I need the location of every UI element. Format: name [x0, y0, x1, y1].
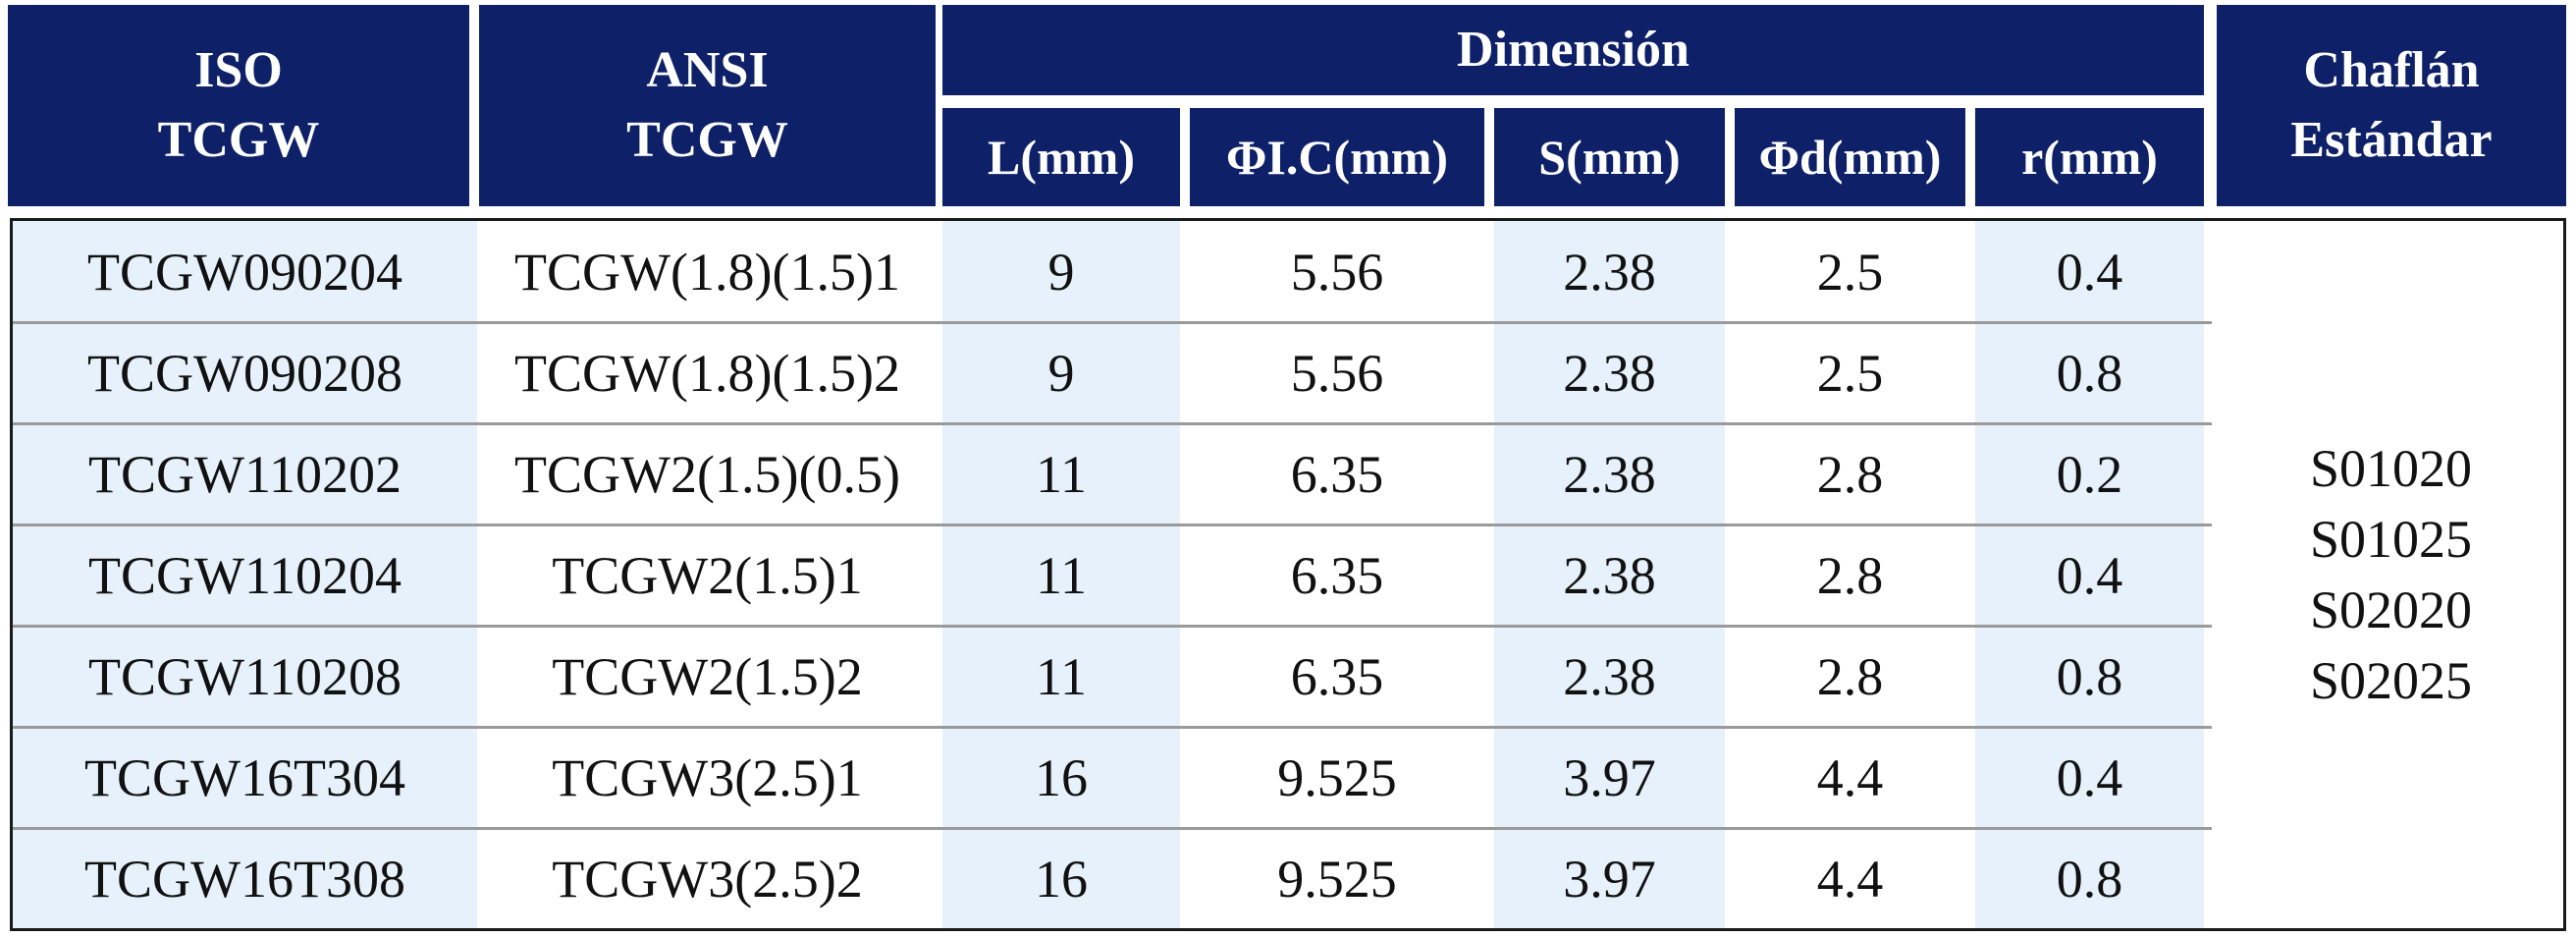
header-chamfer-line1: Chaflán [2303, 42, 2480, 99]
header-chamfer: Chaflán Estándar [2217, 5, 2566, 206]
header-sub-l-label: L(mm) [988, 130, 1135, 185]
cell-s: 2.38 [1563, 242, 1656, 302]
row-separator [13, 524, 2212, 526]
cell-s: 3.97 [1563, 747, 1656, 807]
row-separator [13, 827, 2212, 830]
cell-r: 0.4 [2056, 242, 2123, 302]
cell-ansi: TCGW(1.8)(1.5)2 [514, 343, 900, 403]
row-separator [13, 625, 2212, 628]
shade-col-r [1975, 221, 2204, 928]
header-ansi: ANSI TCGW [479, 5, 936, 206]
row-separator [13, 726, 2212, 729]
header-sub-s-label: S(mm) [1538, 130, 1681, 185]
cell-d: 2.8 [1816, 545, 1884, 605]
header-ansi-line1: ANSI [646, 42, 769, 99]
cell-d: 2.5 [1816, 343, 1884, 403]
cell-d: 2.5 [1816, 242, 1884, 302]
header-sub-r: r(mm) [1975, 108, 2204, 206]
cell-ansi: TCGW2(1.5)(0.5) [514, 444, 900, 504]
header-chamfer-line2: Estándar [2290, 111, 2493, 168]
header-sub-ic-label: ΦI.C(mm) [1225, 130, 1449, 185]
cell-iso: TCGW16T308 [84, 849, 405, 909]
header-iso-line1: ISO [194, 42, 283, 99]
chamfer-value: S01025 [2309, 510, 2473, 569]
cell-ic: 5.56 [1290, 343, 1384, 403]
cell-s: 2.38 [1563, 444, 1656, 504]
cell-iso: TCGW090204 [87, 242, 402, 302]
cell-d: 2.8 [1816, 444, 1884, 504]
header-dimension-label: Dimensión [1457, 21, 1690, 78]
cell-r: 0.8 [2056, 343, 2123, 403]
cell-d: 4.4 [1816, 747, 1884, 807]
cell-l: 11 [1036, 444, 1087, 504]
cell-l: 16 [1035, 747, 1088, 807]
cell-iso: TCGW090208 [87, 343, 402, 403]
chamfer-value: S02020 [2309, 580, 2473, 639]
cell-ansi: TCGW(1.8)(1.5)1 [514, 242, 900, 302]
shade-col-l [942, 221, 1180, 928]
chamfer-value: S02025 [2309, 651, 2473, 710]
shade-col-s [1494, 221, 1725, 928]
cell-ic: 6.35 [1290, 545, 1384, 605]
cell-l: 9 [1047, 242, 1075, 302]
cell-l: 16 [1035, 849, 1088, 909]
row-separator [13, 321, 2212, 324]
cell-s: 2.38 [1563, 646, 1656, 706]
cell-s: 2.38 [1563, 545, 1656, 605]
header-iso: ISO TCGW [8, 5, 469, 206]
cell-l: 11 [1036, 646, 1087, 706]
header-iso-line2: TCGW [157, 111, 320, 168]
cell-iso: TCGW16T304 [84, 747, 405, 807]
header-sub-d-label: Φd(mm) [1758, 130, 1942, 185]
header-sub-r-label: r(mm) [2021, 130, 2158, 185]
cell-ic: 6.35 [1290, 444, 1384, 504]
header-sub-l: L(mm) [942, 108, 1180, 206]
cell-s: 3.97 [1563, 849, 1656, 909]
cell-ic: 5.56 [1290, 242, 1384, 302]
cell-r: 0.8 [2056, 849, 2123, 909]
header-sub-d: Φd(mm) [1735, 108, 1965, 206]
cell-ansi: TCGW3(2.5)2 [552, 849, 863, 909]
cell-iso: TCGW110204 [88, 545, 402, 605]
cell-ansi: TCGW3(2.5)1 [552, 747, 863, 807]
cell-r: 0.8 [2056, 646, 2123, 706]
cell-d: 2.8 [1816, 646, 1884, 706]
row-separator [13, 422, 2212, 425]
shade-col-iso [13, 221, 477, 928]
cell-d: 4.4 [1816, 849, 1884, 909]
cell-iso: TCGW110208 [88, 646, 402, 706]
header-ansi-line2: TCGW [626, 111, 788, 168]
cell-ic: 9.525 [1277, 849, 1397, 909]
header-sub-ic: ΦI.C(mm) [1190, 108, 1484, 206]
cell-l: 9 [1047, 343, 1075, 403]
cell-ic: 6.35 [1290, 646, 1384, 706]
chamfer-cell: S01020 S01025 S02020 S02025 [2219, 221, 2563, 928]
cell-l: 11 [1036, 545, 1087, 605]
cell-s: 2.38 [1563, 343, 1656, 403]
header-sub-s: S(mm) [1494, 108, 1725, 206]
cell-ic: 9.525 [1277, 747, 1397, 807]
cell-ansi: TCGW2(1.5)1 [552, 545, 863, 605]
cell-r: 0.4 [2056, 747, 2123, 807]
chamfer-value: S01020 [2309, 439, 2473, 498]
cell-r: 0.2 [2056, 444, 2123, 504]
cell-iso: TCGW110202 [88, 444, 402, 504]
cell-ansi: TCGW2(1.5)2 [552, 646, 863, 706]
header-dimension: Dimensión [942, 5, 2204, 95]
cell-r: 0.4 [2056, 545, 2123, 605]
